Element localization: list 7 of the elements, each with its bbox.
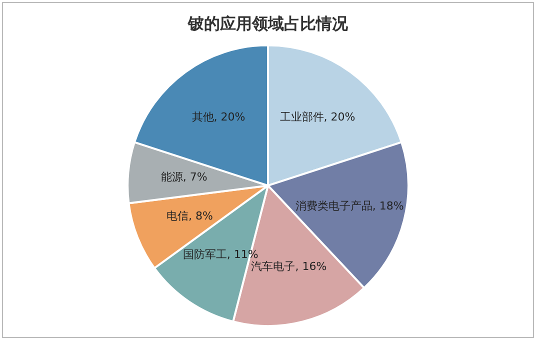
slice-label: 其他, 20% bbox=[192, 110, 246, 124]
chart-title: 铍的应用领域占比情况 bbox=[187, 14, 349, 33]
slice-label: 电信, 8% bbox=[166, 209, 213, 222]
slice-label: 工业部件, 20% bbox=[280, 110, 356, 124]
slice-label: 能源, 7% bbox=[160, 170, 208, 184]
slice-label: 汽车电子, 16% bbox=[251, 260, 327, 274]
slice-label: 消费类电子产品, 18% bbox=[295, 199, 404, 212]
